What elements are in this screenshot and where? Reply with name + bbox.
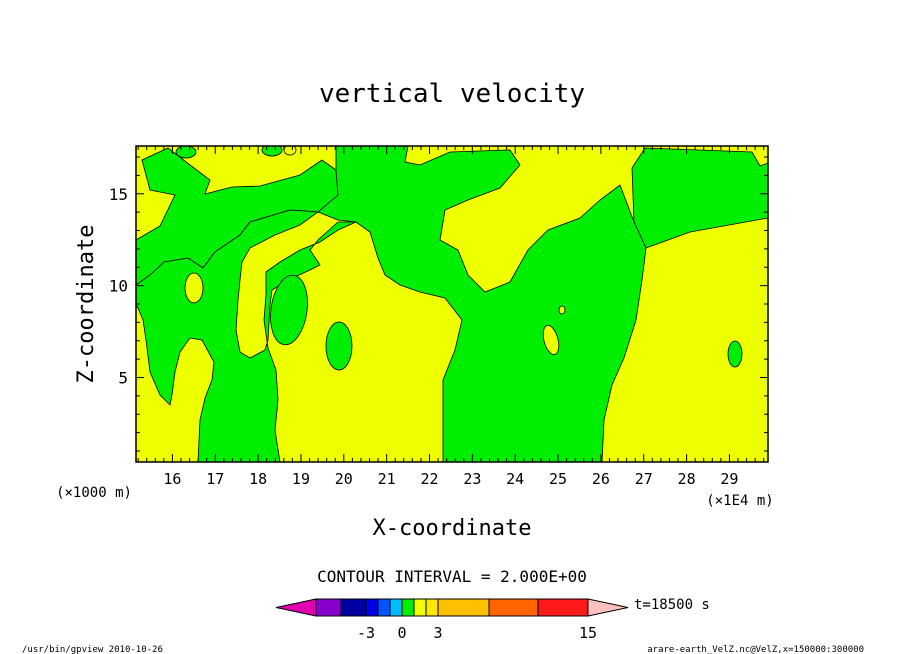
colorbar-tick-label: 0 [397, 624, 406, 642]
colorbar-tick-label: 15 [579, 624, 597, 642]
colorbar-tick-label: -3 [357, 624, 375, 642]
negative-region-center [317, 146, 647, 462]
contour-field [136, 146, 768, 462]
chart-title: vertical velocity [319, 79, 585, 109]
y-axis-title: Z-coordinate [74, 225, 99, 384]
y-tick-label: 10 [109, 277, 128, 296]
footer-left: /usr/bin/gpview 2010-10-26 [22, 645, 163, 654]
negative-blob [325, 321, 353, 371]
x-tick-label: 23 [463, 470, 481, 488]
colorbar-segment [537, 598, 589, 617]
x-tick-label: 18 [249, 470, 267, 488]
colorbar-segment [425, 598, 439, 617]
colorbar-segment [377, 598, 391, 617]
x-axis: 16 17 18 19 20 21 22 23 24 25 26 27 28 29 [137, 146, 765, 488]
colorbar-segment [488, 598, 539, 617]
time-label: t=18500 s [634, 597, 710, 613]
x-tick-label: 29 [720, 470, 738, 488]
x-tick-label: 27 [635, 470, 653, 488]
x-tick-label: 22 [420, 470, 438, 488]
x-tick-label: 25 [549, 470, 567, 488]
x-tick-label: 24 [506, 470, 524, 488]
colorbar: -3 0 3 15 [275, 598, 629, 642]
x-tick-label: 17 [206, 470, 224, 488]
x-tick-label: 28 [678, 470, 696, 488]
footer-right: arare-earth_VelZ.nc@VelZ,x=150000:300000 [647, 645, 864, 654]
colorbar-segment [340, 598, 367, 617]
x-tick-label: 20 [335, 470, 353, 488]
y-axis: 5 10 15 [109, 156, 768, 452]
x-axis-title: X-coordinate [373, 516, 532, 541]
x-tick-label: 26 [592, 470, 610, 488]
y-tick-label: 5 [118, 368, 128, 387]
negative-region-left-lower [136, 209, 357, 462]
x-tick-label: 16 [163, 470, 181, 488]
x-tick-label: 21 [378, 470, 396, 488]
colorbar-arrow-left [275, 598, 317, 617]
colorbar-segment [401, 598, 415, 617]
y-tick-label: 15 [109, 185, 128, 204]
x-unit-left: (×1000 m) [56, 485, 132, 501]
positive-blob [542, 324, 560, 356]
negative-blob [175, 146, 197, 159]
colorbar-segment [437, 598, 490, 617]
colorbar-segment [389, 598, 403, 617]
colorbar-arrow-right [587, 598, 629, 617]
colorbar-tick-label: 3 [433, 624, 442, 642]
contour-interval-label: CONTOUR INTERVAL = 2.000E+00 [317, 567, 587, 586]
negative-region-upper [136, 146, 768, 249]
colorbar-segment [365, 598, 379, 617]
x-unit-right: (×1E4 m) [706, 493, 773, 509]
positive-blob [558, 305, 566, 315]
negative-blob [270, 274, 308, 346]
colorbar-segment [315, 598, 342, 617]
positive-blob [184, 272, 204, 304]
x-tick-label: 19 [292, 470, 310, 488]
colorbar-segment [413, 598, 427, 617]
negative-blob [727, 340, 743, 368]
